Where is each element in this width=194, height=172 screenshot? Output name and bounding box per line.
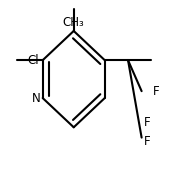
Text: Cl: Cl (27, 54, 39, 67)
Text: CH₃: CH₃ (63, 16, 85, 29)
Text: N: N (32, 92, 41, 105)
Text: F: F (153, 85, 160, 98)
Text: F: F (144, 116, 150, 129)
Text: F: F (144, 135, 150, 148)
